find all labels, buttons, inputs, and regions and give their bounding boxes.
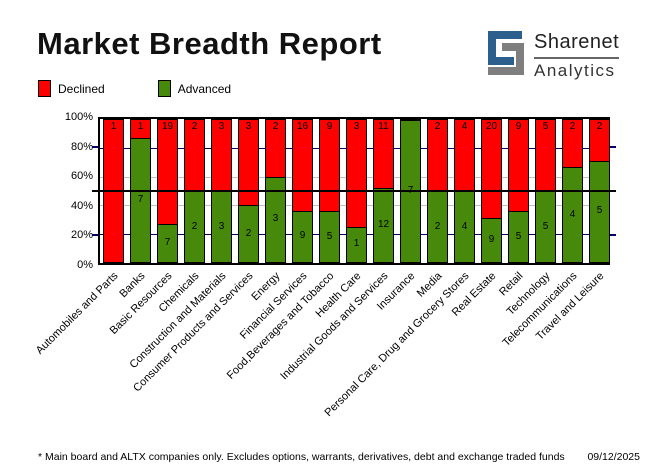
- axis-tick: [610, 234, 616, 237]
- legend-label: Declined: [58, 81, 105, 96]
- bar-segment-advanced: [374, 187, 393, 262]
- bar-value-label-advanced: 2: [434, 220, 441, 232]
- logo-sub-text: Analytics: [534, 60, 616, 80]
- bar-value-label-advanced: 5: [542, 220, 549, 232]
- bar-value-label-advanced: 7: [164, 236, 171, 248]
- y-axis-tick-label: 60%: [70, 170, 93, 183]
- bar-value-label-declined: 4: [461, 121, 468, 132]
- bar-value-label-advanced: 9: [488, 233, 495, 245]
- bar-segment-advanced: [131, 137, 150, 262]
- bar-segment-advanced: [509, 211, 528, 262]
- bar-value-label-declined: 2: [434, 121, 441, 132]
- bar-segment-advanced: [239, 205, 258, 262]
- logo-brand-text: Sharenet: [534, 31, 620, 59]
- bar-value-label-advanced: 4: [461, 220, 468, 232]
- y-axis-tick-label: 80%: [70, 140, 93, 153]
- axis-tick: [610, 145, 616, 148]
- footnote: * Main board and ALTX companies only. Ex…: [38, 451, 565, 463]
- bar-value-label-advanced: 5: [596, 205, 603, 217]
- bar-value-label-advanced: 5: [515, 230, 522, 242]
- y-axis-tick-label: 100%: [64, 111, 93, 123]
- page-title: Market Breadth Report: [37, 26, 382, 61]
- bar-value-label-declined: 19: [161, 121, 174, 132]
- bar-value-label-advanced: 9: [299, 230, 306, 242]
- bar-value-label-declined: 20: [485, 121, 498, 132]
- bar-value-label-declined: 2: [272, 121, 279, 132]
- bar-segment-advanced: [158, 223, 177, 262]
- report-date: 09/12/2025: [587, 451, 640, 463]
- bar-value-label-declined: 9: [515, 121, 522, 132]
- brand-logo: Sharenet Analytics: [487, 30, 620, 81]
- bar-segment-advanced: [482, 217, 501, 262]
- bar-value-label-advanced: 3: [218, 220, 225, 232]
- advanced-swatch-icon: [157, 80, 171, 97]
- y-axis-tick-label: 0%: [77, 259, 93, 271]
- bar-value-label-advanced: 1: [353, 238, 360, 250]
- bar-value-label-declined: 2: [569, 121, 576, 132]
- bar-value-label-declined: 9: [326, 121, 333, 132]
- bar-value-label-declined: 1: [110, 121, 117, 132]
- bar-segment-advanced: [347, 226, 366, 262]
- bar-value-label-declined: 11: [378, 121, 389, 132]
- y-axis-tick-label: 20%: [70, 229, 93, 242]
- y-axis-tick-label: 40%: [70, 199, 93, 212]
- bar-value-label-advanced: 7: [137, 193, 144, 205]
- bar-segment-advanced: [266, 176, 285, 262]
- bar-value-label-advanced: 2: [191, 220, 198, 232]
- bar-segment-advanced: [293, 210, 312, 262]
- legend-item-declined: Declined: [38, 80, 105, 97]
- bar-value-label-declined: 3: [245, 121, 252, 132]
- bar-value-label-advanced: 5: [326, 230, 333, 242]
- legend-item-advanced: Advanced: [157, 80, 232, 97]
- bar-value-label-declined: 3: [353, 121, 360, 132]
- bar-value-label-advanced: 2: [245, 227, 252, 239]
- bar-value-label-declined: 3: [218, 121, 225, 132]
- legend-label: Advanced: [177, 81, 232, 96]
- footer: * Main board and ALTX companies only. Ex…: [38, 451, 640, 463]
- bar-value-label-declined: 5: [542, 121, 549, 132]
- bar-segment-advanced: [320, 211, 339, 262]
- declined-swatch-icon: [38, 80, 51, 97]
- bar-segment-advanced: [590, 160, 609, 262]
- bar-value-label-advanced: 4: [569, 208, 576, 220]
- bar-value-label-declined: 2: [596, 121, 603, 132]
- bar-value-label-advanced: 3: [272, 213, 279, 225]
- bar-value-label-declined: 2: [191, 121, 198, 132]
- bar-value-label-declined: 1: [137, 121, 144, 132]
- sharenet-logo-icon: [487, 30, 525, 81]
- chart-legend: Declined Advanced: [38, 80, 231, 97]
- axis-tick: [92, 234, 98, 237]
- fifty-percent-line: [92, 190, 616, 192]
- bar-value-label-declined: 16: [296, 121, 309, 132]
- axis-tick: [92, 145, 98, 148]
- bar-value-label-advanced: 12: [377, 218, 390, 230]
